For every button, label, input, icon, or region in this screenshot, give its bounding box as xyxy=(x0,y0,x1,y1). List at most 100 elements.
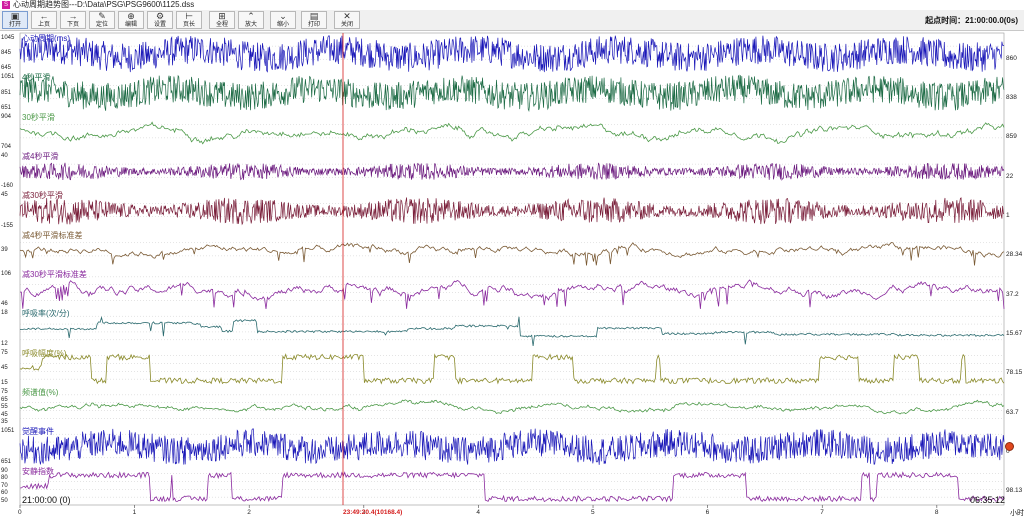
channel-current-value: 22 xyxy=(1006,172,1014,180)
channel-grid xyxy=(20,276,1004,301)
x-axis-tick-label: 7 xyxy=(820,509,824,516)
channel-y-tick: 75 xyxy=(1,349,8,356)
channel-y-tick: 651 xyxy=(1,458,12,465)
next-page-icon: → xyxy=(68,11,78,21)
channel-current-value: 859 xyxy=(1006,133,1017,141)
x-axis-tick-label: 6 xyxy=(705,509,710,516)
channel-grid xyxy=(20,394,1004,419)
channel-current-value: 1 xyxy=(1006,211,1010,219)
channel-current-value: 78.15 xyxy=(1006,369,1023,377)
channel-y-tick: 39 xyxy=(1,247,8,254)
channel-current-value: 98.13 xyxy=(1006,487,1023,495)
channel-label: 呼吸幅度(%) xyxy=(22,348,67,358)
toolbar-button-print[interactable]: ▤ 打印 xyxy=(301,11,327,29)
channel-y-tick: 651 xyxy=(1,104,12,111)
toolbar-button-label: 全程 xyxy=(215,22,228,28)
channel-y-tick: 106 xyxy=(1,271,12,277)
cursor-time-label: 23:49:20.4(10168.4) xyxy=(343,509,403,516)
event-marker-icon[interactable] xyxy=(1005,442,1014,451)
x-axis-tick-label: 8 xyxy=(934,509,939,516)
channel-grid xyxy=(20,316,1004,340)
channel-y-tick: 70 xyxy=(1,482,8,489)
channel-y-tick: 851 xyxy=(1,89,12,96)
end-time-label: 06:35:12 xyxy=(970,495,1006,505)
channel-y-tick: 1051 xyxy=(1,428,15,435)
start-time-label: 21:00:00 (0) xyxy=(22,495,71,505)
channel-trace xyxy=(19,399,1005,415)
channel-current-value: 28.34 xyxy=(1006,251,1023,259)
channel-trace xyxy=(19,197,1005,226)
trend-chart-area[interactable]: 心动周期(ms) 1045 845 645 860 4秒平滑 1051 851 651 838 30… xyxy=(0,31,1024,517)
channel-y-tick: 65 xyxy=(1,396,8,403)
x-axis-tick-label: 1 xyxy=(132,509,137,516)
toolbar-button-zoom-out[interactable]: ⌄ 缩小 xyxy=(270,11,296,29)
channel-trace xyxy=(19,428,1005,465)
channel-y-tick: 75 xyxy=(1,389,8,395)
toolbar-button-zoom-in[interactable]: ⌃ 放大 xyxy=(238,11,264,29)
toolbar-button-next-page[interactable]: → 下页 xyxy=(60,11,86,29)
channel-y-tick: -155 xyxy=(1,222,14,229)
toolbar-button-settings[interactable]: ⚙ 设置 xyxy=(147,11,173,29)
channel-y-tick: 1045 xyxy=(1,35,15,41)
channel-y-tick: 60 xyxy=(1,490,8,497)
channel-y-tick: 40 xyxy=(1,153,8,159)
channel-y-tick: 845 xyxy=(1,50,12,57)
channel-y-tick: 45 xyxy=(1,364,8,371)
channel-y-tick: 45 xyxy=(1,411,8,418)
toolbar-button-locate[interactable]: ✎ 定位 xyxy=(89,11,115,29)
channel-label: 呼吸率(次/分) xyxy=(22,309,70,319)
prev-page-icon: ← xyxy=(39,11,49,21)
app-logo-icon: S xyxy=(2,1,10,9)
toolbar-button-edit[interactable]: ⊕ 编辑 xyxy=(118,11,144,29)
channel-trace xyxy=(19,74,1005,112)
channel-current-value: 37.2 xyxy=(1006,290,1019,298)
toolbar-button-label: 上页 xyxy=(37,22,50,28)
channel-y-tick: 704 xyxy=(1,144,12,150)
close-icon: ✕ xyxy=(343,11,351,21)
edit-icon: ⊕ xyxy=(127,11,135,21)
channel-y-tick: 18 xyxy=(1,310,8,317)
toolbar-button-prev-page[interactable]: ← 上页 xyxy=(31,11,57,29)
x-axis-tick-label: 4 xyxy=(476,509,481,516)
channel-trace xyxy=(19,471,1005,503)
toolbar-button-label: 下页 xyxy=(66,22,79,28)
toolbar-button-page-length[interactable]: ⊢ 页长 xyxy=(176,11,202,29)
channel-trace xyxy=(19,121,1005,145)
channel-label: 频谱值(%) xyxy=(22,388,59,397)
channel-grid xyxy=(20,124,1004,139)
x-axis-tick-label: 2 xyxy=(247,509,251,516)
channel-grid xyxy=(20,45,1004,60)
window-title: 心动周期趋势图---D:\Data\PSG\PSG9600\1125.dss xyxy=(13,0,195,9)
open-icon: ▣ xyxy=(10,11,20,21)
toolbar-button-open[interactable]: ▣ 打开 xyxy=(2,11,28,29)
toolbar-button-label: 设置 xyxy=(153,22,166,28)
channel-label: 减30秒平滑标准差 xyxy=(22,270,87,279)
channel-grid xyxy=(20,473,1004,498)
channel-y-tick: 1051 xyxy=(1,74,15,81)
channel-current-value: 0 xyxy=(1006,447,1010,455)
channel-current-value: 63.7 xyxy=(1006,408,1019,416)
channel-trace xyxy=(19,353,1005,385)
trend-chart[interactable] xyxy=(0,31,1024,514)
toolbar-button-close[interactable]: ✕ 关闭 xyxy=(334,11,360,29)
toolbar-button-full-range[interactable]: ⊞ 全程 xyxy=(209,11,235,29)
channel-y-tick: 904 xyxy=(1,113,12,120)
channel-grid xyxy=(20,85,1004,99)
toolbar-button-label: 定位 xyxy=(95,22,108,28)
toolbar-button-label: 缩小 xyxy=(276,22,289,28)
toolbar: ▣ 打开 ← 上页 → 下页 ✎ 定位 ⊕ 编辑 ⚙ 设置 ⊢ 页长 ⊞ 全程 ⌃ 放大 ⌄ 缩小 ▤ 打印 ✕ 关闭 xyxy=(0,10,1024,31)
channel-y-tick: 15 xyxy=(1,380,8,386)
channel-y-tick: 90 xyxy=(1,467,8,474)
channel-current-value: 15.67 xyxy=(1006,329,1023,337)
toolbar-button-label: 打印 xyxy=(307,22,320,28)
toolbar-button-label: 放大 xyxy=(244,22,257,28)
channel-label: 减4秒平滑 xyxy=(22,152,59,161)
channel-y-tick: 55 xyxy=(1,404,8,411)
print-icon: ▤ xyxy=(309,11,319,21)
channel-trace xyxy=(19,316,1005,347)
toolbar-button-label: 页长 xyxy=(182,22,195,28)
full-range-icon: ⊞ xyxy=(218,11,226,21)
title-bar: S 心动周期趋势图---D:\Data\PSG\PSG9600\1125.dss xyxy=(0,0,1024,10)
plot-frame xyxy=(19,32,1005,506)
channel-y-tick: 50 xyxy=(1,498,8,504)
